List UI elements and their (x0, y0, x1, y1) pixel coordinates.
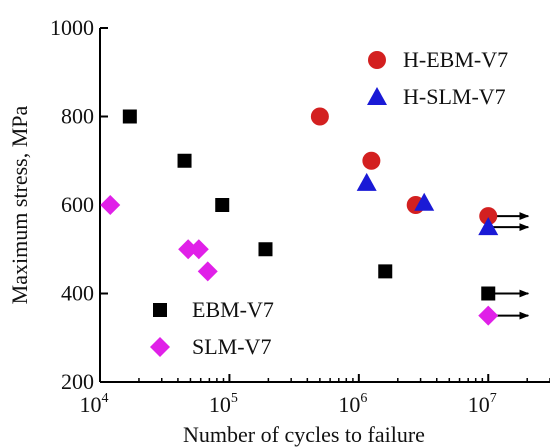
legend-marker (368, 51, 386, 69)
diamond-point (178, 239, 199, 260)
legend-label: H-SLM-V7 (403, 84, 506, 109)
y-tick-label: 200 (61, 369, 94, 394)
y-tick-label: 1000 (50, 15, 94, 40)
diamond-point (188, 239, 209, 260)
diamond-point (197, 261, 218, 282)
circle-point (362, 151, 381, 170)
legend-marker (153, 303, 167, 317)
square-point (481, 286, 496, 301)
legend-label: EBM-V7 (192, 297, 274, 322)
x-tick-label: 106 (338, 391, 367, 417)
square-point (177, 153, 192, 168)
square-point (258, 242, 273, 257)
ticks: 200 400 600 800 1000 104 105 106 107 (50, 15, 550, 417)
y-axis-label: Maximum stress, MPa (7, 105, 32, 304)
data-marks (100, 107, 530, 326)
axes (99, 28, 550, 383)
triangle-point (478, 217, 499, 236)
circle-point (310, 107, 329, 126)
square-point (122, 109, 137, 124)
legend-marker (367, 87, 387, 105)
circle-point (479, 207, 498, 226)
y-tick-label: 400 (61, 281, 94, 306)
x-tick-label: 104 (80, 391, 109, 417)
triangle-point (414, 192, 435, 211)
legend-label: H-EBM-V7 (403, 47, 508, 72)
legend-marker (150, 337, 170, 357)
x-tick-label: 105 (209, 391, 238, 417)
square-point (215, 198, 230, 212)
x-tick-label: 107 (468, 391, 497, 417)
diamond-point (478, 305, 499, 326)
legend-label: SLM-V7 (192, 334, 271, 359)
triangle-point (356, 172, 377, 191)
legend: H-EBM-V7 H-SLM-V7 EBM-V7 SLM-V7 (150, 47, 508, 359)
y-tick-label: 600 (61, 192, 94, 217)
diamond-point (100, 195, 121, 215)
y-tick-label: 800 (61, 104, 94, 129)
square-point (378, 264, 393, 279)
x-axis-label: Number of cycles to failure (183, 422, 425, 447)
